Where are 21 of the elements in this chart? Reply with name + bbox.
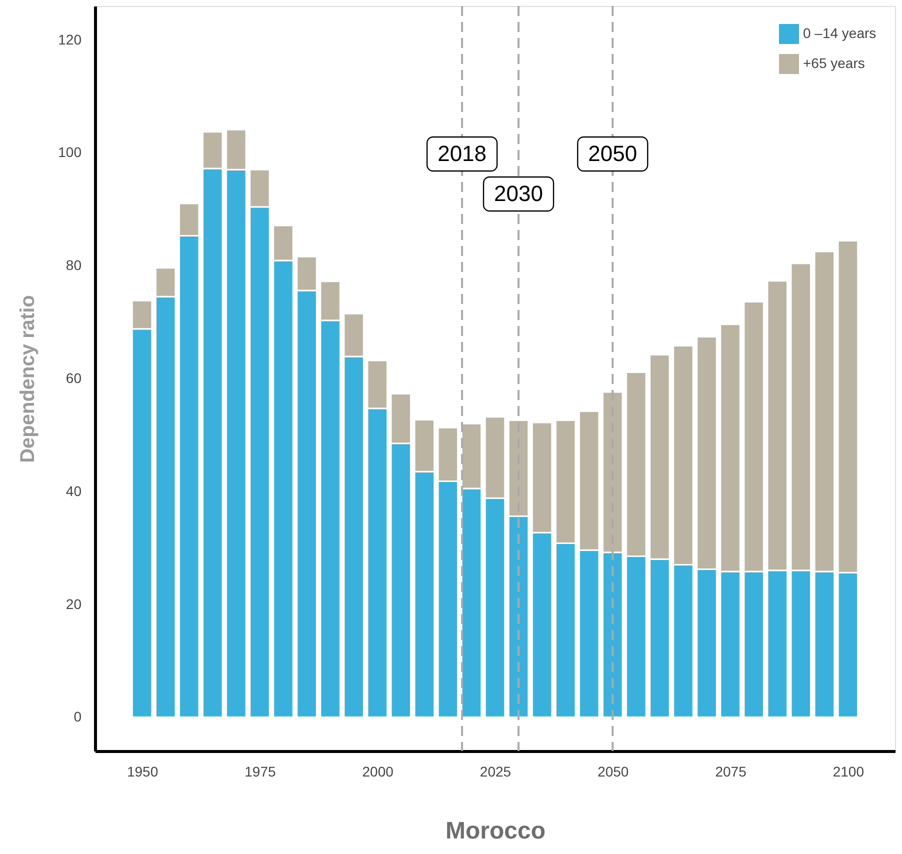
legend-label: 0 –14 years <box>803 25 876 41</box>
ref-line-label: 2018 <box>438 141 487 166</box>
ref-line-label: 2050 <box>588 141 638 166</box>
y-tick-label: 120 <box>58 31 82 48</box>
ref-line-label: 2030 <box>494 181 544 206</box>
x-tick-label: 2100 <box>832 764 864 780</box>
y-tick-label: 20 <box>66 596 82 612</box>
x-axis-title: Morocco <box>445 818 546 844</box>
y-tick-label: 0 <box>74 708 82 725</box>
x-tick-label: 2050 <box>598 764 629 780</box>
y-tick-label: 100 <box>58 144 82 160</box>
x-tick-label: 2000 <box>362 764 394 780</box>
x-tick-label: 2025 <box>480 764 512 780</box>
x-tick-label: 1975 <box>244 764 276 780</box>
y-tick-label: 40 <box>66 482 82 499</box>
y-axis-title: Dependency ratio <box>17 295 40 463</box>
y-tick-label: 80 <box>66 257 82 274</box>
x-tick-label: 1950 <box>126 764 158 780</box>
y-tick-label: 60 <box>66 370 82 386</box>
legend-label: +65 years <box>803 55 865 71</box>
x-tick-label: 2075 <box>715 764 747 780</box>
